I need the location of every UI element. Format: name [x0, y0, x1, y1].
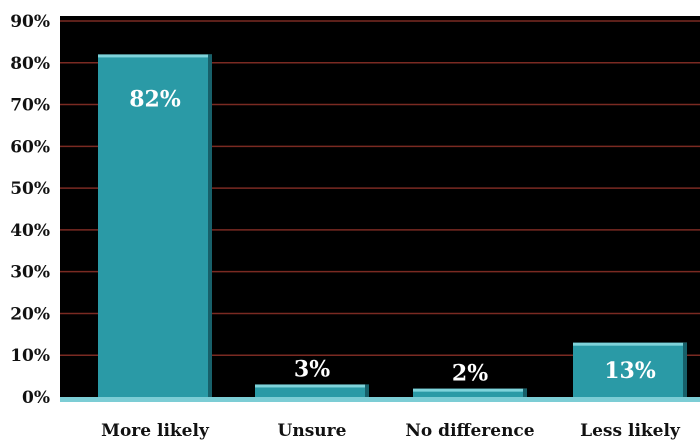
- bar-value-label: 82%: [129, 86, 181, 112]
- bar: [413, 388, 527, 397]
- data-labels: 82% 3% 2% 13%: [129, 86, 656, 386]
- bar-edge-shadow: [523, 388, 527, 397]
- bar: [98, 54, 212, 398]
- bar-top-highlight: [98, 54, 212, 58]
- y-tick-label: 30%: [10, 263, 50, 283]
- x-category-label: More likely: [101, 421, 210, 441]
- bar-edge-shadow: [208, 54, 212, 398]
- bars: [98, 54, 687, 398]
- bar-value-label: 13%: [604, 358, 656, 384]
- y-tick-label: 70%: [10, 96, 50, 116]
- y-tick-label: 80%: [10, 54, 50, 74]
- bar: [255, 384, 369, 397]
- bar-value-label: 3%: [294, 356, 330, 382]
- bar-edge-shadow: [683, 342, 687, 397]
- chart-floor: [60, 397, 700, 402]
- y-tick-label: 0%: [22, 388, 50, 408]
- y-tick-label: 50%: [10, 179, 50, 199]
- floor-strip: [60, 397, 700, 402]
- bar-value-label: 2%: [452, 361, 488, 387]
- bar-top-highlight: [413, 388, 527, 392]
- x-category-label: Less likely: [580, 421, 681, 441]
- x-category-label: Unsure: [278, 421, 347, 441]
- y-tick-label: 20%: [10, 304, 50, 324]
- x-category-label: No difference: [405, 421, 534, 441]
- y-tick-label: 40%: [10, 221, 50, 241]
- y-axis-ticks: 0% 10% 20% 30% 40% 50% 60% 70% 80% 90%: [10, 12, 50, 408]
- bar-top-highlight: [255, 384, 369, 388]
- y-tick-label: 10%: [10, 346, 50, 366]
- bar: [573, 342, 687, 397]
- y-tick-label: 90%: [10, 12, 50, 32]
- x-axis-categories: More likely Unsure No difference Less likel…: [101, 421, 681, 441]
- y-tick-label: 60%: [10, 137, 50, 157]
- bar-edge-shadow: [365, 384, 369, 397]
- bar-top-highlight: [573, 342, 687, 346]
